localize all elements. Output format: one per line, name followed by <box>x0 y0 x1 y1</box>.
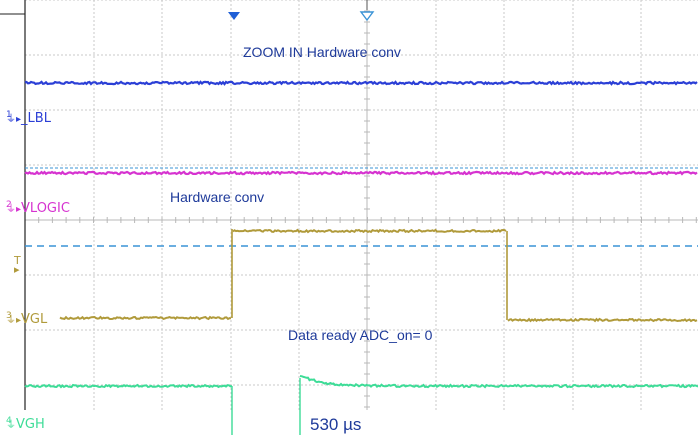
ch3-name: VGL <box>21 312 47 327</box>
top-markers <box>228 12 373 20</box>
ch3-trace-low-a <box>60 317 231 319</box>
ch4-name: VGH <box>16 417 45 432</box>
triangle-down-outline-icon <box>361 12 373 20</box>
triangle-down-filled-icon <box>228 12 240 20</box>
ch2-trace <box>25 172 697 174</box>
trigger-marker[interactable]: T ▸ <box>14 256 21 274</box>
ch3-number: 3 <box>6 311 12 321</box>
hardware-conv-note: Hardware conv <box>170 189 264 205</box>
graticule <box>0 0 698 410</box>
ch3-trace-high <box>233 230 506 232</box>
ch4-trace-post <box>300 376 698 387</box>
trigger-level-line <box>25 168 698 246</box>
ch4-number: 4 <box>6 416 12 426</box>
traces <box>25 82 698 435</box>
data-ready-note: Data ready ADC_on= 0 <box>288 327 432 343</box>
ch3-trace-low-b <box>508 319 697 321</box>
ch1-number: 1 <box>6 110 12 120</box>
pulse-width-measure: 530 µs <box>310 415 361 435</box>
ch4-trace-pre <box>25 385 232 387</box>
ch4-label[interactable]: 4 ⏚VGH <box>6 416 45 432</box>
zoom-title: ZOOM IN Hardware conv <box>243 44 401 60</box>
ch1-trace <box>25 82 697 84</box>
ch1-name: _LBL <box>21 111 51 126</box>
ch1-label[interactable]: 1 ⏚▸_LBL <box>6 110 51 126</box>
ch4-dip <box>232 378 300 435</box>
trigger-arrow-icon: ▸ <box>14 263 20 276</box>
ch2-name: VLOGIC <box>21 201 70 216</box>
ch2-label[interactable]: 2 ⏚▸VLOGIC <box>6 200 70 216</box>
ch2-number: 2 <box>6 200 12 210</box>
ch3-label[interactable]: 3 ⏚▸VGL <box>6 311 47 327</box>
